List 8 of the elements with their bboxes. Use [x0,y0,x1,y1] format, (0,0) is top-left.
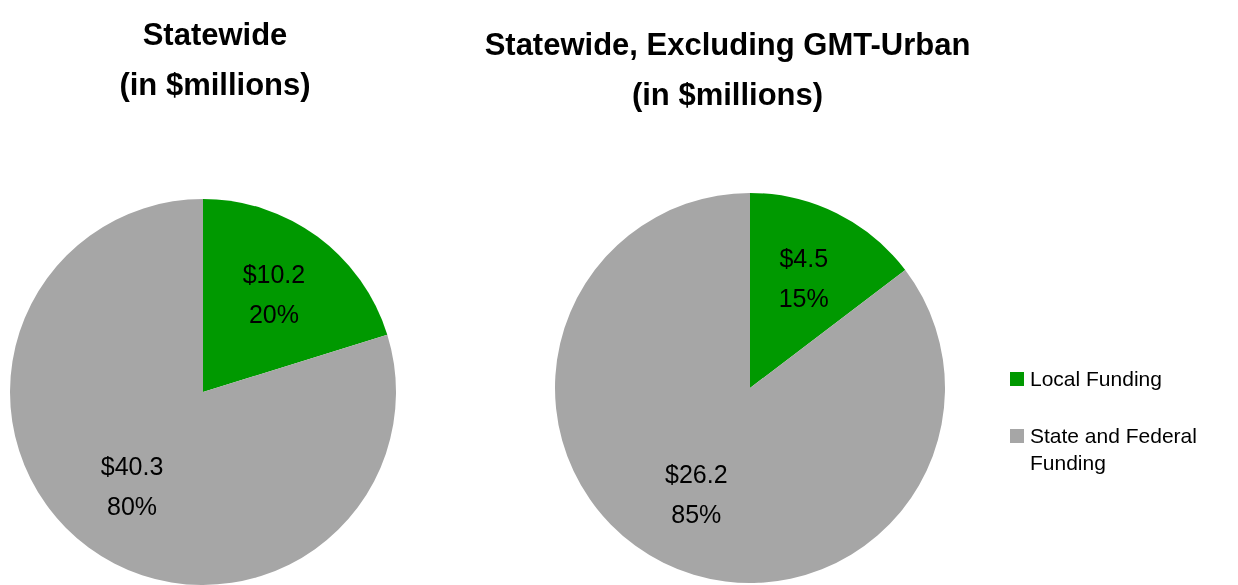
data-label: $26.2 85% [664,460,728,529]
legend-label: State and Federal Funding [1030,423,1198,476]
data-label: $10.2 20% [242,259,306,328]
data-label: $4.5 15% [778,243,829,312]
chart-title: Statewide, Excluding GMT-Urban (in $millions) [483,26,972,114]
legend-label: Local Funding [1030,366,1162,392]
data-label: $40.3 80% [100,452,164,521]
chart-title: Statewide (in $millions) [118,16,312,104]
